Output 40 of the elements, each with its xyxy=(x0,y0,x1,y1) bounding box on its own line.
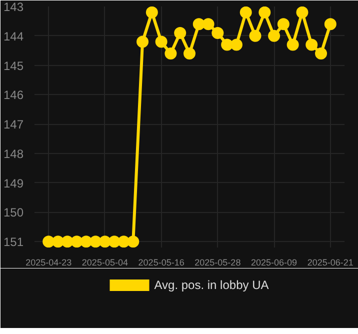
x-tick-label: 2025-04-23 xyxy=(26,258,72,268)
x-tick-label: 2025-05-28 xyxy=(194,258,241,268)
point xyxy=(212,26,224,39)
y-tick-label: 150 xyxy=(3,206,24,220)
x-tick-label: 2025-06-09 xyxy=(251,258,298,268)
point xyxy=(240,6,252,18)
point xyxy=(52,236,64,248)
point xyxy=(80,236,92,248)
point xyxy=(202,18,214,30)
x-tick-label: 2025-06-21 xyxy=(307,258,354,268)
point xyxy=(184,48,196,60)
y-tick-label: 151 xyxy=(3,235,24,250)
legend-label: Avg. pos. in lobby UA xyxy=(154,278,269,292)
point xyxy=(146,6,158,18)
y-tick-label: 145 xyxy=(3,58,24,73)
point xyxy=(286,38,299,51)
point xyxy=(306,38,318,51)
point xyxy=(268,30,280,42)
point xyxy=(127,236,140,248)
point xyxy=(249,30,262,42)
point xyxy=(315,48,328,60)
y-tick-label: 148 xyxy=(3,146,24,161)
point xyxy=(164,48,177,60)
point xyxy=(258,6,271,18)
x-tick-label: 2025-05-04 xyxy=(82,258,128,268)
point xyxy=(277,18,290,30)
point xyxy=(90,236,102,248)
point xyxy=(155,36,168,48)
point xyxy=(324,18,336,30)
point xyxy=(296,6,308,18)
point xyxy=(174,26,186,39)
point xyxy=(221,38,234,51)
point xyxy=(136,36,149,48)
x-tick-label: 2025-05-16 xyxy=(138,258,184,268)
y-tick-label: 143 xyxy=(3,0,24,14)
point xyxy=(230,38,242,51)
y-tick-label: 149 xyxy=(3,176,24,190)
y-tick-label: 144 xyxy=(3,29,24,44)
y-tick-label: 146 xyxy=(3,88,24,102)
y-tick-label: 147 xyxy=(3,118,24,132)
